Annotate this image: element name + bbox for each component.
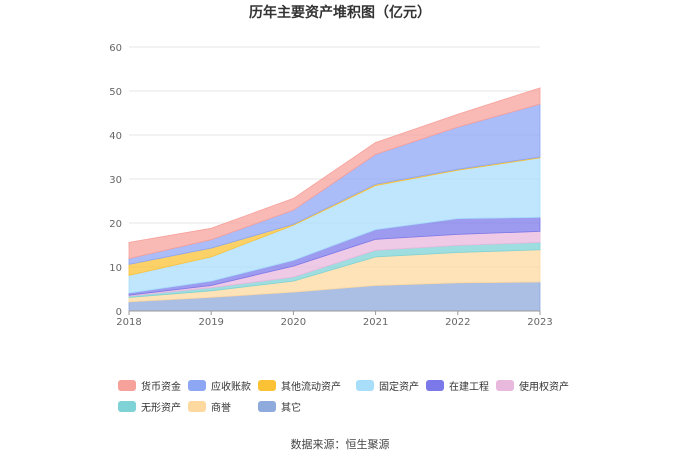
- y-tick-label: 30: [109, 175, 122, 186]
- legend-item[interactable]: 固定资产: [356, 378, 419, 393]
- x-tick-label: 2023: [527, 317, 552, 328]
- y-tick-label: 0: [116, 307, 122, 318]
- legend-swatch: [426, 379, 444, 391]
- legend-item[interactable]: 无形资产: [118, 399, 181, 414]
- legend-swatch: [356, 379, 374, 391]
- axes: 2018 2019 2020 2021 2022 2023: [116, 310, 553, 328]
- area-series: [128, 87, 541, 312]
- legend-label: 使用权资产: [519, 381, 569, 393]
- legend-label: 商誉: [211, 402, 231, 414]
- legend-swatch: [188, 400, 206, 412]
- legend-label: 固定资产: [379, 381, 419, 393]
- legend-item[interactable]: 商誉: [188, 399, 231, 414]
- legend-label: 货币资金: [141, 381, 181, 393]
- legend-item[interactable]: 货币资金: [118, 378, 181, 393]
- x-tick-label: 2020: [281, 317, 306, 328]
- y-tick-label: 10: [109, 263, 122, 274]
- legend-label: 无形资产: [141, 402, 181, 414]
- x-tick-label: 2021: [363, 317, 388, 328]
- x-tick-label: 2022: [445, 317, 470, 328]
- y-tick-label: 60: [109, 43, 122, 54]
- chart-title: 历年主要资产堆积图（亿元）: [249, 5, 431, 21]
- legend-item[interactable]: 其它: [258, 399, 301, 414]
- legend-swatch: [118, 379, 136, 391]
- legend-label: 其他流动资产: [281, 381, 341, 393]
- legend-swatch: [258, 379, 276, 391]
- legend-item[interactable]: 其他流动资产: [258, 378, 341, 393]
- legend-swatch: [258, 400, 276, 412]
- legend-label: 在建工程: [449, 381, 489, 393]
- legend-item[interactable]: 使用权资产: [496, 378, 569, 393]
- legend-swatch: [118, 400, 136, 412]
- y-tick-label: 20: [109, 219, 122, 230]
- legend-item[interactable]: 应收账款: [188, 378, 251, 393]
- x-tick-label: 2019: [198, 317, 223, 328]
- x-tick-label: 2018: [116, 317, 141, 328]
- area-货币资金: [128, 87, 541, 260]
- legend-swatch: [496, 379, 514, 391]
- legend-label: 应收账款: [211, 381, 251, 393]
- legend-swatch: [188, 379, 206, 391]
- y-tick-label: 50: [109, 87, 122, 98]
- legend-item[interactable]: 在建工程: [426, 378, 489, 393]
- legend-label: 其它: [281, 402, 301, 414]
- source-note: 数据来源：恒生聚源: [290, 438, 390, 451]
- y-tick-label: 40: [109, 131, 122, 142]
